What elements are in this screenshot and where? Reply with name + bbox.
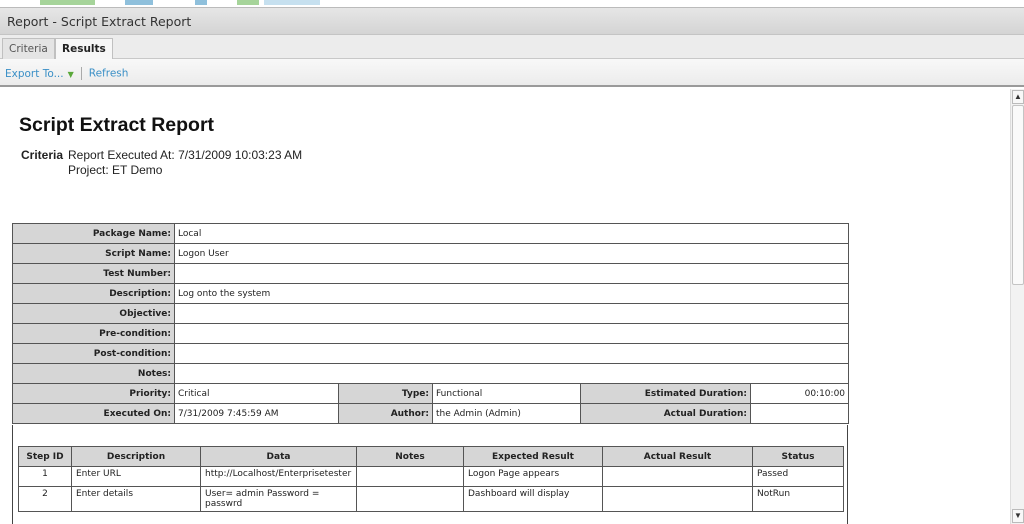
priority-row: Priority: Critical Type: Functional Esti… [12, 383, 850, 404]
report-title: Script Extract Report [19, 114, 215, 136]
type-value: Functional [432, 383, 581, 404]
scroll-up-icon[interactable]: ▲ [1012, 90, 1024, 104]
steps-frame [12, 425, 848, 524]
field-row: Pre-condition: [12, 323, 850, 344]
column-header: Expected Result [463, 446, 603, 467]
step-row: 2 Enter details User= admin Password = pas… [18, 486, 844, 512]
step-cell: Logon Page appears [463, 466, 603, 487]
estimated-duration-label: Estimated Duration: [580, 383, 751, 404]
field-label: Package Name: [12, 223, 175, 244]
column-header: Step ID [18, 446, 72, 467]
field-label: Notes: [12, 363, 175, 384]
type-label: Type: [338, 383, 433, 404]
step-row: 1 Enter URL http://Localhost/Enterprisetes… [18, 466, 844, 487]
step-cell: 1 [18, 466, 72, 487]
column-header: Status [752, 446, 844, 467]
field-row: Test Number: [12, 263, 850, 284]
step-cell [602, 486, 753, 512]
field-value: Local [173, 223, 850, 244]
actual-duration-value [749, 403, 850, 424]
field-row: Script Name: Logon User [12, 243, 850, 264]
executed-at: Report Executed At: 7/31/2009 10:03:23 A… [68, 148, 303, 162]
column-header: Data [200, 446, 357, 467]
window-title: Report - Script Extract Report [0, 7, 1024, 35]
executed-on-value: 7/31/2009 7:45:59 AM [174, 403, 339, 424]
field-label: Script Name: [12, 243, 175, 264]
top-strip [0, 0, 1024, 7]
criteria-label: Criteria [21, 148, 64, 162]
divider [80, 67, 82, 80]
field-row: Notes: [12, 363, 850, 384]
step-cell: 2 [18, 486, 72, 512]
criteria-block: Criteria Report Executed At: 7/31/2009 1… [21, 148, 302, 178]
step-cell: Enter details [71, 486, 201, 512]
field-value [173, 263, 850, 284]
field-label: Test Number: [12, 263, 175, 284]
field-value: Log onto the system [173, 283, 850, 304]
field-value [173, 363, 850, 384]
column-header: Actual Result [602, 446, 753, 467]
steps-header-row: Step ID Description Data Notes Expected Resu… [18, 446, 844, 467]
actual-duration-label: Actual Duration: [580, 403, 751, 424]
vertical-scrollbar[interactable]: ▲ ▼ [1010, 89, 1024, 524]
scroll-thumb[interactable] [1012, 105, 1024, 285]
field-value [173, 303, 850, 324]
step-cell [602, 466, 753, 487]
step-cell: Passed [752, 466, 844, 487]
column-header: Notes [356, 446, 464, 467]
report-content: Script Extract Report Criteria Report Ex… [0, 89, 1010, 524]
field-row: Post-condition: [12, 343, 850, 364]
tab-bar: Criteria Results [0, 35, 1024, 60]
column-header: Description [71, 446, 201, 467]
executed-row: Executed On: 7/31/2009 7:45:59 AM Author… [12, 403, 850, 424]
tab-results[interactable]: Results [55, 38, 113, 60]
step-cell: Dashboard will display [463, 486, 603, 512]
priority-value: Critical [174, 383, 339, 404]
field-row: Package Name: Local [12, 223, 850, 244]
dropdown-arrow-icon: ▼ [67, 69, 74, 79]
field-value: Logon User [173, 243, 850, 264]
estimated-duration-value: 00:10:00 [749, 383, 850, 404]
step-cell [356, 486, 464, 512]
field-label: Post-condition: [12, 343, 175, 364]
field-label: Objective: [12, 303, 175, 324]
tab-criteria[interactable]: Criteria [2, 38, 55, 59]
executed-on-label: Executed On: [12, 403, 175, 424]
field-row: Objective: [12, 303, 850, 324]
field-value [173, 323, 850, 344]
field-value [173, 343, 850, 364]
steps-table: Step ID Description Data Notes Expected Resu… [18, 446, 844, 512]
scroll-down-icon[interactable]: ▼ [1012, 509, 1024, 523]
step-cell: NotRun [752, 486, 844, 512]
export-to-button[interactable]: Export To... ▼ [5, 68, 74, 80]
step-cell: Enter URL [71, 466, 201, 487]
author-value: the Admin (Admin) [432, 403, 581, 424]
script-details-table: Package Name: Local Script Name: Logon User… [12, 223, 850, 424]
field-label: Pre-condition: [12, 323, 175, 344]
author-label: Author: [338, 403, 433, 424]
export-label: Export To... [5, 67, 64, 80]
priority-label: Priority: [12, 383, 175, 404]
field-label: Description: [12, 283, 175, 304]
toolbar: Export To... ▼ Refresh [0, 59, 1024, 87]
step-cell: User= admin Password = passwrd [200, 486, 357, 512]
refresh-button[interactable]: Refresh [88, 67, 129, 80]
step-cell [356, 466, 464, 487]
field-row: Description: Log onto the system [12, 283, 850, 304]
project: Project: ET Demo [68, 163, 163, 177]
step-cell: http://Localhost/Enterprisetester [200, 466, 357, 487]
